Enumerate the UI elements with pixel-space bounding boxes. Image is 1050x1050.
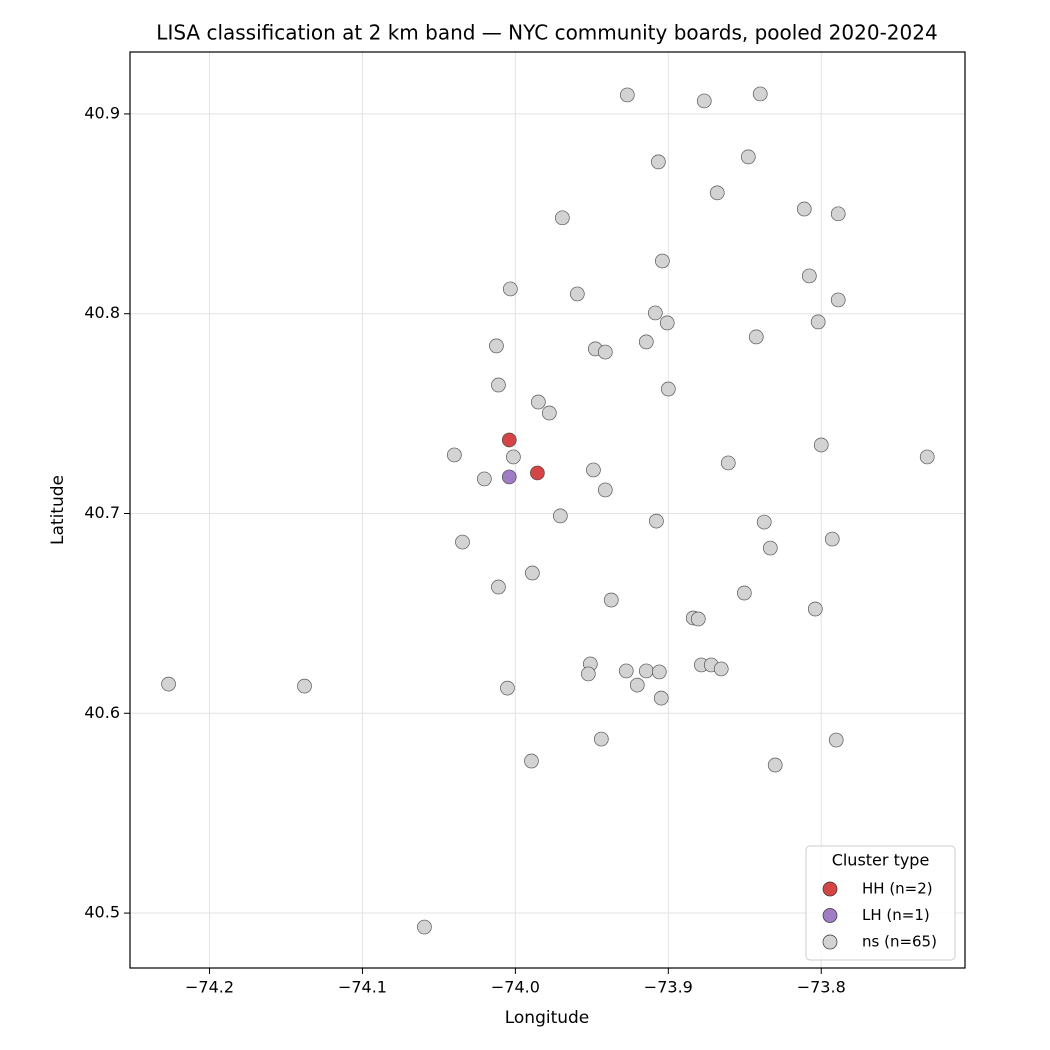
point (597, 482, 613, 498)
point (638, 334, 654, 350)
point (813, 437, 829, 453)
point (810, 314, 826, 330)
point (736, 585, 752, 601)
y-tick-label: 40.6 (84, 703, 120, 722)
point (417, 919, 432, 935)
point (501, 469, 517, 485)
point (297, 678, 312, 694)
point (530, 465, 545, 481)
legend-marker (822, 881, 838, 897)
point (476, 471, 492, 487)
point (830, 206, 846, 222)
point (828, 732, 844, 748)
y-tick-label: 40.7 (84, 503, 120, 522)
y-tick-label: 40.9 (84, 103, 120, 122)
y-axis-label: Latitude (48, 475, 68, 545)
point (619, 87, 635, 103)
point (762, 540, 778, 556)
legend-label: LH (n=1) (862, 906, 930, 924)
x-tick-label: −74.2 (185, 978, 234, 997)
point (618, 663, 634, 679)
x-tick-label: −74.0 (491, 978, 540, 997)
x-tick-label: −73.9 (644, 978, 693, 997)
point (586, 462, 601, 478)
point (524, 753, 539, 769)
legend-marker (822, 934, 838, 950)
point (720, 455, 736, 471)
point (629, 677, 645, 693)
legend-title: Cluster type (832, 851, 930, 870)
point (525, 565, 540, 581)
point (647, 305, 663, 321)
point (767, 757, 783, 773)
point (801, 268, 817, 284)
point (455, 534, 470, 550)
point (554, 210, 570, 226)
point (649, 513, 664, 529)
point (580, 666, 596, 682)
legend-box (805, 845, 956, 961)
point (709, 185, 725, 201)
point (796, 201, 812, 217)
point (807, 601, 823, 617)
point (830, 292, 846, 308)
x-tick-label: −73.8 (797, 978, 846, 997)
plot-frame (129, 51, 966, 969)
point (696, 93, 712, 109)
point (491, 579, 506, 595)
point (651, 154, 666, 170)
legend-marker (822, 908, 838, 923)
point (659, 315, 675, 331)
point (506, 449, 521, 465)
x-axis-label: Longitude (505, 1008, 590, 1028)
point (919, 449, 935, 465)
point (740, 149, 756, 165)
point (530, 394, 546, 410)
point (502, 281, 518, 297)
point (748, 329, 764, 345)
point (690, 611, 706, 627)
point (653, 690, 669, 706)
point (569, 286, 585, 302)
chart-title: LISA classification at 2 km band — NYC c… (156, 21, 937, 45)
legend-label: ns (n=65) (862, 933, 937, 951)
y-tick-label: 40.8 (84, 303, 120, 322)
point (660, 381, 676, 397)
point (824, 531, 840, 547)
point (752, 86, 768, 102)
point (161, 676, 176, 692)
point (638, 663, 654, 679)
point (489, 338, 504, 354)
point (447, 447, 462, 463)
point (603, 592, 619, 608)
legend-label: HH (n=2) (862, 880, 933, 898)
point (552, 508, 568, 524)
point (491, 377, 506, 393)
point (597, 344, 613, 360)
point (593, 731, 609, 747)
point (501, 432, 517, 448)
point (541, 405, 557, 421)
point (713, 661, 729, 677)
point (651, 664, 667, 680)
point (655, 253, 670, 269)
point (500, 680, 515, 696)
point (756, 514, 772, 530)
x-tick-label: −74.1 (338, 978, 387, 997)
y-tick-label: 40.5 (84, 903, 120, 922)
